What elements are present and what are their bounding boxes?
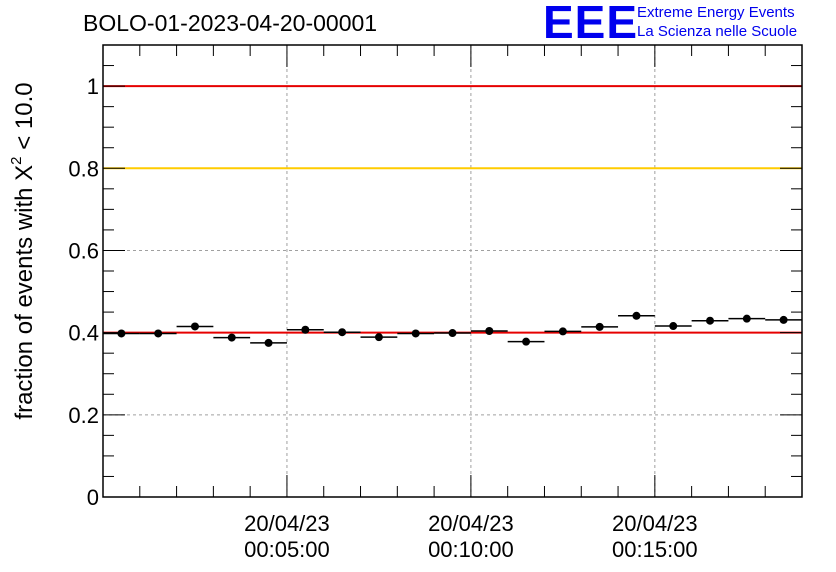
y-tick-label: 0.2 <box>68 403 99 428</box>
data-point <box>742 314 751 323</box>
data-point <box>558 327 567 336</box>
y-axis-label-superscript: 2 <box>8 156 25 164</box>
x-tick-label-date: 20/04/23 <box>428 511 514 536</box>
reference-lines <box>103 85 802 334</box>
data-point <box>154 329 163 338</box>
tick-labels: 00.20.40.60.8120/04/2300:05:0020/04/2300… <box>68 74 697 562</box>
data-point <box>264 338 273 347</box>
data-point <box>301 325 310 334</box>
data-points <box>103 311 802 347</box>
data-point <box>338 328 347 337</box>
data-point <box>485 326 494 335</box>
grid-lines <box>103 45 802 497</box>
x-tick-label-date: 20/04/23 <box>244 511 330 536</box>
data-point <box>411 329 420 338</box>
y-axis-label-tail: < 10.0 <box>11 82 38 156</box>
x-tick-label-time: 00:10:00 <box>428 537 514 562</box>
data-point <box>117 329 126 338</box>
x-tick-label-time: 00:05:00 <box>244 537 330 562</box>
plot-title: BOLO-01-2023-04-20-00001 <box>83 10 378 36</box>
logo-subtitle-line1: Extreme Energy Events <box>637 4 795 21</box>
y-tick-label: 1 <box>87 74 99 99</box>
x-tick-label-date: 20/04/23 <box>612 511 698 536</box>
data-point <box>448 329 457 338</box>
logo-subtitle-line2: La Scienza nelle Scuole <box>637 23 798 40</box>
y-axis-label-main: fraction of events with X <box>11 165 38 420</box>
y-tick-label: 0 <box>87 485 99 510</box>
data-point <box>669 322 678 331</box>
data-point <box>595 322 604 331</box>
data-point <box>374 333 383 342</box>
axis-ticks <box>102 44 803 498</box>
data-point <box>706 316 715 325</box>
data-point <box>632 311 641 320</box>
data-point <box>227 333 236 342</box>
eee-logo: EEE Extreme Energy Events La Scienza nel… <box>540 0 830 46</box>
data-point <box>779 315 788 324</box>
plot-frame <box>102 44 803 498</box>
x-tick-label-time: 00:15:00 <box>612 537 698 562</box>
y-axis-label: fraction of events with X2 < 10.0 <box>8 82 38 419</box>
data-point <box>190 322 199 331</box>
y-tick-label: 0.8 <box>68 156 99 181</box>
data-point <box>522 337 531 346</box>
logo-letters: EEE <box>543 0 639 48</box>
y-tick-label: 0.4 <box>68 321 99 346</box>
y-tick-label: 0.6 <box>68 238 99 263</box>
